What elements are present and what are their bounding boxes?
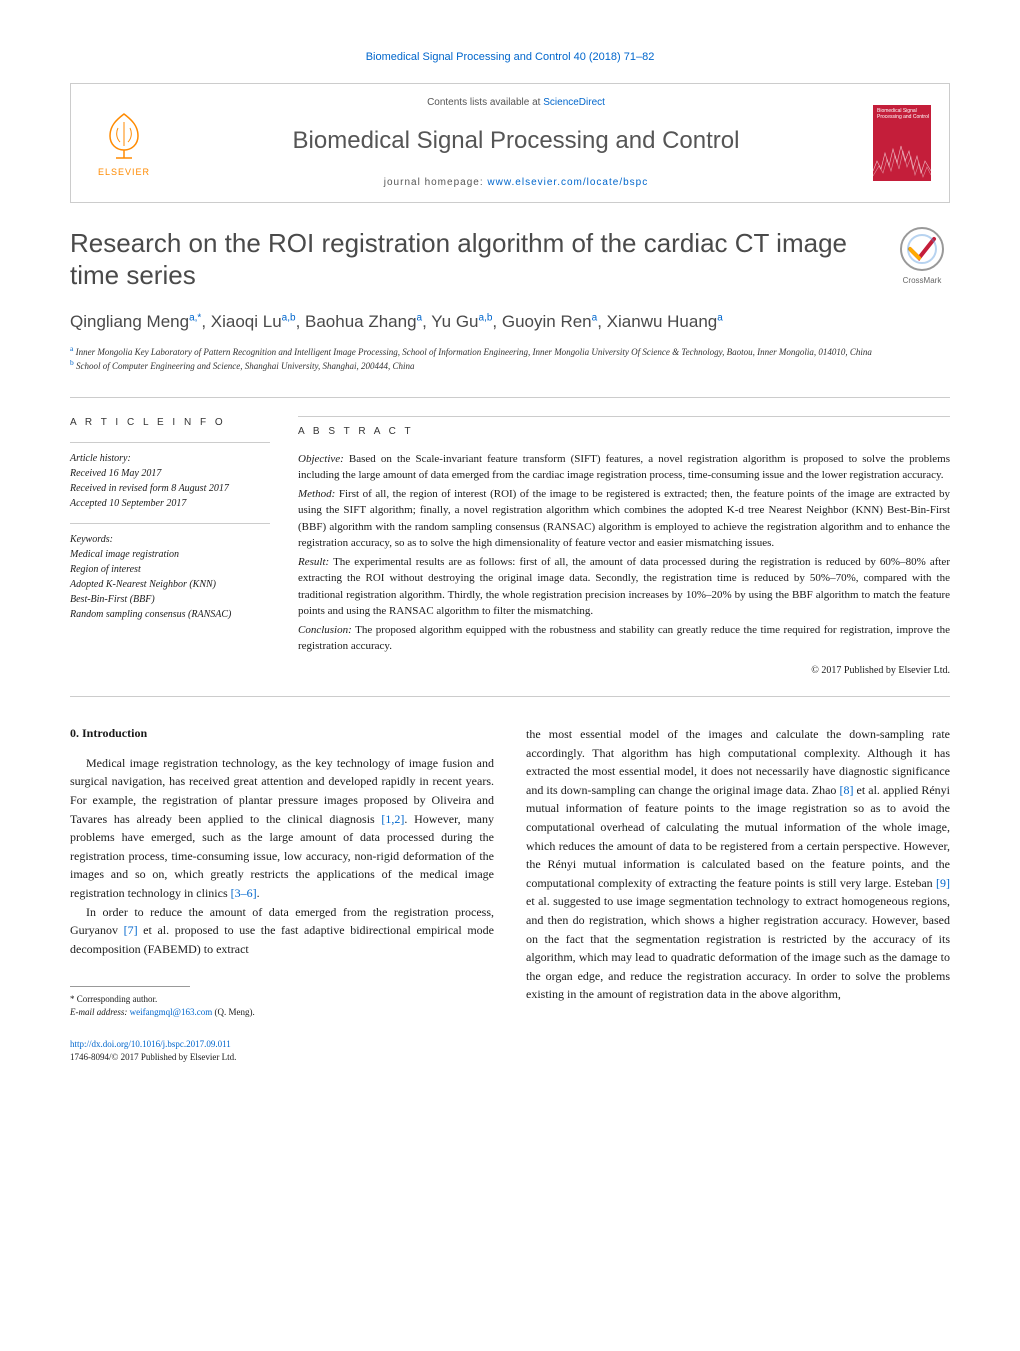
body-col-right: the most essential model of the images a…: [526, 725, 950, 1064]
keyword-item: Best-Bin-First (BBF): [70, 592, 270, 607]
keyword-item: Random sampling consensus (RANSAC): [70, 607, 270, 622]
affiliation-b: School of Computer Engineering and Scien…: [76, 361, 414, 371]
body-col-left: 0. Introduction Medical image registrati…: [70, 725, 494, 1064]
elsevier-tree-icon: [96, 108, 152, 164]
authors: Qingliang Menga,*, Xiaoqi Lua,b, Baohua …: [70, 310, 950, 334]
keywords: Keywords: Medical image registrationRegi…: [70, 523, 270, 622]
journal-cover: Biomedical Signal Processing and Control: [873, 105, 931, 181]
divider: [70, 696, 950, 697]
article-history: Article history: Received 16 May 2017 Re…: [70, 442, 270, 511]
article-title: Research on the ROI registration algorit…: [70, 227, 874, 292]
ref-link[interactable]: [1,2]: [381, 812, 404, 826]
ref-link[interactable]: [7]: [124, 923, 138, 937]
footnote-separator: [70, 986, 190, 987]
keyword-item: Medical image registration: [70, 547, 270, 562]
journal-citation: Biomedical Signal Processing and Control…: [70, 50, 950, 65]
contents-line: Contents lists available at ScienceDirec…: [177, 96, 855, 110]
journal-title: Biomedical Signal Processing and Control: [177, 124, 855, 158]
affiliation-a: Inner Mongolia Key Laboratory of Pattern…: [76, 347, 872, 357]
homepage-line: journal homepage: www.elsevier.com/locat…: [177, 176, 855, 190]
issn-copyright: 1746-8094/© 2017 Published by Elsevier L…: [70, 1051, 494, 1064]
doi-link[interactable]: http://dx.doi.org/10.1016/j.bspc.2017.09…: [70, 1039, 231, 1049]
footnote: * Corresponding author. E-mail address: …: [70, 993, 494, 1018]
crossmark-icon: [900, 227, 944, 271]
ref-link[interactable]: [3–6]: [231, 886, 257, 900]
abstract-copyright: © 2017 Published by Elsevier Ltd.: [298, 663, 950, 678]
elsevier-logo: ELSEVIER: [89, 106, 159, 181]
article-info-heading: A R T I C L E I N F O: [70, 416, 270, 430]
journal-cover-text: Biomedical Signal Processing and Control: [877, 109, 931, 120]
journal-cover-graphic-icon: [873, 141, 931, 181]
footer: http://dx.doi.org/10.1016/j.bspc.2017.09…: [70, 1038, 494, 1063]
crossmark-label: CrossMark: [894, 275, 950, 286]
elsevier-label: ELSEVIER: [98, 166, 150, 179]
ref-link[interactable]: [9]: [936, 876, 950, 890]
masthead: ELSEVIER Contents lists available at Sci…: [70, 83, 950, 203]
abstract: A B S T R A C T Objective: Based on the …: [298, 416, 950, 678]
body-columns: 0. Introduction Medical image registrati…: [70, 725, 950, 1064]
section-heading: 0. Introduction: [70, 725, 494, 742]
keyword-item: Adopted K-Nearest Neighbor (KNN): [70, 577, 270, 592]
crossmark-badge[interactable]: CrossMark: [894, 227, 950, 286]
email-link[interactable]: weifangmql@163.com: [130, 1007, 213, 1017]
homepage-link[interactable]: www.elsevier.com/locate/bspc: [487, 177, 648, 188]
ref-link[interactable]: [8]: [839, 783, 853, 797]
masthead-center: Contents lists available at ScienceDirec…: [177, 96, 855, 190]
article-info: A R T I C L E I N F O Article history: R…: [70, 416, 270, 678]
keyword-item: Region of interest: [70, 562, 270, 577]
abstract-heading: A B S T R A C T: [298, 425, 950, 439]
affiliations: a Inner Mongolia Key Laboratory of Patte…: [70, 344, 950, 373]
sciencedirect-link[interactable]: ScienceDirect: [543, 97, 605, 108]
